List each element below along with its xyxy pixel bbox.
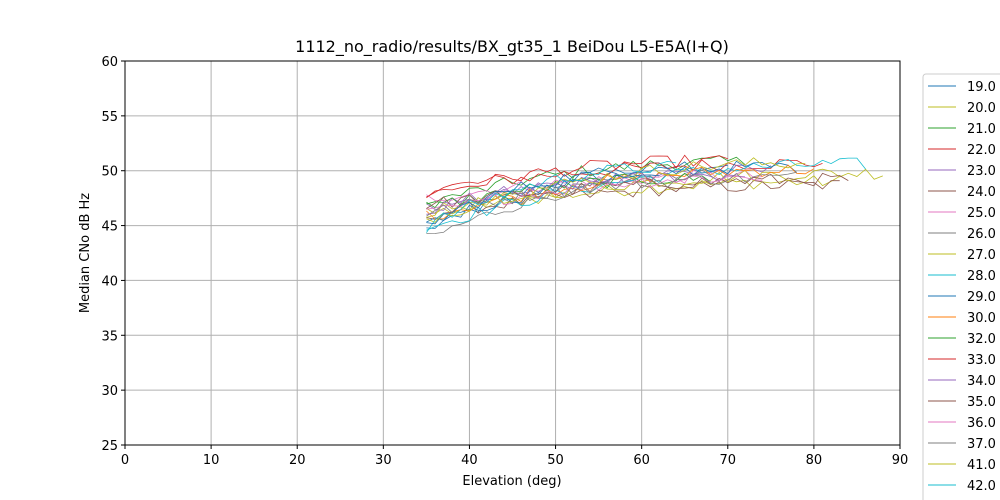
- x-tick-label: 10: [203, 453, 220, 468]
- series-lines: [426, 154, 883, 234]
- y-tick-label: 45: [101, 220, 118, 235]
- y-tick-label: 25: [101, 439, 118, 454]
- plot-area-frame: [124, 60, 901, 446]
- series-line-21.0: [426, 155, 746, 209]
- legend-label-35.0: 35.0: [967, 395, 996, 410]
- y-tick-label: 35: [101, 329, 118, 344]
- series-line-30.0: [426, 164, 815, 220]
- y-tick-label: 50: [101, 165, 118, 180]
- x-tick-label: 40: [461, 453, 478, 468]
- y-tick-label: 60: [101, 55, 118, 70]
- series-line-42.0: [426, 160, 677, 233]
- series-line-22.0: [426, 159, 823, 198]
- legend-label-20.0: 20.0: [967, 101, 996, 116]
- series-line-24.0: [426, 180, 840, 220]
- x-tick-label: 90: [892, 453, 909, 468]
- series-line-43.0: [426, 167, 659, 225]
- x-tick-label: 50: [547, 453, 564, 468]
- legend-label-22.0: 22.0: [967, 143, 996, 158]
- series-line-41.0: [426, 157, 806, 223]
- legend-label-21.0: 21.0: [967, 122, 996, 137]
- series-line-26.0: [426, 169, 729, 234]
- series-line-35.0: [426, 172, 849, 209]
- legend-label-26.0: 26.0: [967, 227, 996, 242]
- legend-label-25.0: 25.0: [967, 206, 996, 221]
- legend-frame: [922, 73, 1000, 500]
- x-tick-label: 70: [720, 453, 737, 468]
- legend-label-37.0: 37.0: [967, 437, 996, 452]
- legend-label-23.0: 23.0: [967, 164, 996, 179]
- y-axis-label: Median CNo dB Hz: [78, 193, 93, 313]
- x-axis-label: Elevation (deg): [462, 474, 561, 489]
- y-tick-label: 40: [101, 274, 118, 289]
- x-tick-label: 60: [633, 453, 650, 468]
- y-tick-label: 30: [101, 384, 118, 399]
- legend-label-30.0: 30.0: [967, 311, 996, 326]
- series-line-20.0: [426, 175, 840, 215]
- series-line-27.0: [426, 168, 883, 218]
- series-line-29.0: [426, 160, 797, 223]
- series-line-28.0: [426, 157, 866, 231]
- x-tick-label: 20: [289, 453, 306, 468]
- legend-label-27.0: 27.0: [967, 248, 996, 263]
- y-axis: 25 30 35 40 45 50 55 60: [101, 55, 125, 454]
- y-tick-label: 55: [101, 110, 118, 125]
- grid: [124, 60, 901, 446]
- legend-label-19.0: 19.0: [967, 80, 996, 95]
- legend-label-24.0: 24.0: [967, 185, 996, 200]
- series-line-37.0: [426, 171, 797, 217]
- legend-label-32.0: 32.0: [967, 332, 996, 347]
- legend: 19.0 20.0 21.0 22.0 23.0 24.0 25.0 26.0 27.0 28.0…: [922, 73, 1000, 500]
- legend-label-28.0: 28.0: [967, 269, 996, 284]
- x-tick-label: 80: [806, 453, 823, 468]
- legend-label-36.0: 36.0: [967, 416, 996, 431]
- legend-label-42.0: 42.0: [967, 479, 996, 494]
- x-tick-label: 30: [375, 453, 392, 468]
- legend-label-34.0: 34.0: [967, 374, 996, 389]
- series-line-33.0: [426, 154, 728, 199]
- x-tick-label: 0: [121, 453, 129, 468]
- legend-label-29.0: 29.0: [967, 290, 996, 305]
- x-axis: 0 10 20 30 40 50 60 70 80 90: [121, 445, 908, 468]
- legend-label-41.0: 41.0: [967, 458, 996, 473]
- legend-label-33.0: 33.0: [967, 353, 996, 368]
- chart-title: 1112_no_radio/results/BX_gt35_1 BeiDou L…: [295, 37, 729, 57]
